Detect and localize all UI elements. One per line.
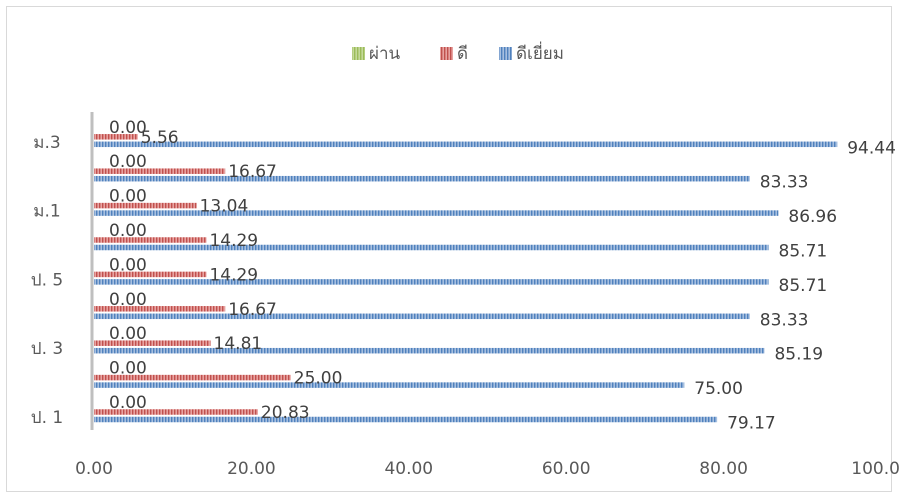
bar (94, 141, 838, 148)
data-label: 0.00 (109, 290, 147, 310)
legend-label-2: ดีเยี่ยม (516, 41, 564, 64)
x-axis-tick-labels: 0.00 20.00 40.00 60.00 80.00 100.00 (75, 459, 900, 479)
data-label: 94.44 (847, 138, 896, 158)
bar (94, 237, 207, 243)
data-label: 0.00 (109, 324, 147, 344)
data-label: 14.81 (214, 334, 263, 354)
data-label: 0.00 (109, 152, 147, 172)
bar (94, 374, 291, 381)
data-label: 85.71 (779, 242, 828, 262)
data-label: 86.96 (788, 207, 837, 227)
x-tick-label: 0.00 (75, 459, 113, 479)
data-label: 0.00 (109, 221, 147, 241)
data-label: 0.00 (109, 187, 147, 207)
data-label: 83.33 (760, 310, 809, 330)
data-labels: 0.00 20.83 79.17 0.00 25.00 75.00 0.00 14.81 85.… (109, 118, 896, 434)
data-label: 14.29 (209, 231, 258, 251)
data-label: 0.00 (109, 118, 147, 138)
bar (94, 409, 258, 415)
legend-swatch-0 (352, 47, 365, 60)
category-label: ป. 5 (31, 270, 63, 290)
data-label: 83.33 (760, 173, 809, 193)
data-label: 0.00 (109, 393, 147, 413)
category-label: ป. 1 (31, 408, 63, 428)
bar (94, 175, 750, 182)
bar (94, 382, 685, 388)
data-label: 75.00 (694, 379, 743, 399)
category-label: ป. 3 (31, 339, 63, 359)
data-label: 16.67 (228, 300, 277, 320)
data-label: 5.56 (141, 128, 179, 148)
bar (94, 340, 211, 346)
bar (94, 306, 226, 312)
category-label: ม.3 (33, 133, 60, 153)
legend: ผ่าน ดี ดีเยี่ยม (352, 41, 564, 64)
x-tick-label: 80.00 (699, 459, 748, 479)
bar (94, 202, 197, 209)
bar (94, 313, 750, 320)
data-label: 25.00 (294, 369, 343, 389)
bar (94, 134, 138, 140)
data-label: 16.67 (228, 162, 277, 182)
bar (94, 347, 765, 354)
x-tick-label: 100.00 (851, 459, 900, 479)
data-label: 14.29 (209, 265, 258, 285)
data-label: 13.04 (200, 197, 249, 217)
data-label: 0.00 (109, 359, 147, 379)
bar (94, 279, 769, 285)
data-label: 85.71 (779, 276, 828, 296)
x-tick-label: 20.00 (227, 459, 276, 479)
data-label: 79.17 (727, 414, 776, 434)
legend-label-1: ดี (457, 44, 468, 64)
legend-swatch-2 (499, 47, 512, 60)
bar (94, 210, 779, 216)
data-label: 85.19 (774, 345, 823, 365)
category-label: ม.1 (33, 202, 60, 222)
bar (94, 271, 207, 278)
data-label: 0.00 (109, 255, 147, 275)
x-tick-label: 60.00 (542, 459, 591, 479)
legend-label-0: ผ่าน (369, 44, 401, 64)
bar (94, 416, 718, 423)
category-axis-labels: ป. 1 ป. 3 ป. 5 ม.1 ม.3 (31, 133, 63, 428)
bar (94, 168, 226, 174)
bar (94, 244, 769, 251)
bars (94, 134, 838, 423)
x-tick-label: 40.00 (384, 459, 433, 479)
data-label: 20.83 (261, 403, 310, 423)
legend-swatch-1 (440, 47, 453, 60)
